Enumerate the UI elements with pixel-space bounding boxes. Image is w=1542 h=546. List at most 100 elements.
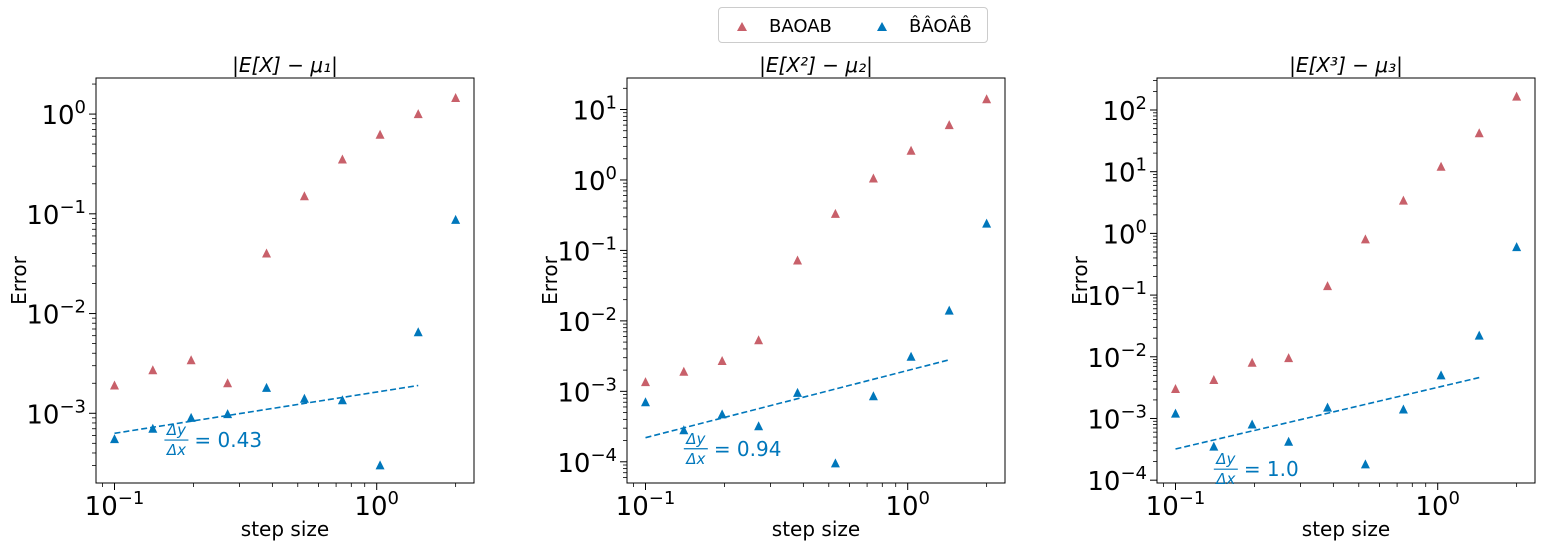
y-tick-label: 10−3 <box>1087 401 1147 435</box>
baoab-point <box>1171 384 1180 393</box>
baoab-point <box>754 335 763 344</box>
y-tick-label: 10−2 <box>26 297 86 331</box>
hat-point <box>869 391 878 400</box>
fit-line <box>646 360 950 438</box>
hat-point <box>1323 403 1332 412</box>
plot-frame <box>627 78 1005 483</box>
baoab-point <box>262 249 271 258</box>
plot-frame <box>1157 78 1535 483</box>
slope-numerator: Δy <box>166 421 187 439</box>
hat-point <box>982 219 991 228</box>
x-axis-label: step size <box>241 517 329 541</box>
baoab-point <box>1399 196 1408 205</box>
y-tick-label: 10−2 <box>1087 340 1147 374</box>
hat-point <box>1512 242 1521 251</box>
x-tick-label: 100 <box>354 488 399 522</box>
chart-title: |E[X²] − μ₂| <box>759 53 873 77</box>
slope-numerator: Δy <box>685 430 706 448</box>
y-tick-label: 100 <box>572 163 617 197</box>
x-axis-label: step size <box>772 517 860 541</box>
hat-point <box>187 413 196 422</box>
legend-item-hat: B̂ÂOÂB̂ <box>877 8 972 44</box>
baoab-point <box>300 191 309 200</box>
baoab-point <box>148 365 157 374</box>
hat-point <box>1248 419 1257 428</box>
legend-label-baoab: BAOAB <box>769 16 832 37</box>
baoab-point <box>1248 358 1257 367</box>
legend-marker-baoab <box>737 22 747 31</box>
fit-line <box>1176 378 1480 449</box>
slope-denominator: Δx <box>1215 470 1235 488</box>
y-tick-label: 101 <box>572 93 617 127</box>
baoab-point <box>1284 353 1293 362</box>
hat-point <box>1475 331 1484 340</box>
baoab-point <box>110 380 119 389</box>
baoab-point <box>1209 375 1218 384</box>
chart-title: |E[X] − μ₁| <box>232 53 338 77</box>
baoab-point <box>451 93 460 102</box>
hat-point <box>907 352 916 361</box>
y-tick-label: 10−3 <box>557 374 617 408</box>
y-tick-label: 10−1 <box>557 233 617 267</box>
hat-point <box>262 383 271 392</box>
hat-point <box>754 421 763 430</box>
y-tick-label: 10−1 <box>1087 278 1147 312</box>
baoab-point <box>223 378 232 387</box>
legend-marker-hat <box>877 22 887 31</box>
plot-frame <box>96 78 474 483</box>
slope-numerator: Δy <box>1215 450 1236 468</box>
hat-point <box>223 409 232 418</box>
baoab-point <box>907 146 916 155</box>
hat-point <box>414 327 423 336</box>
baoab-point <box>869 173 878 182</box>
hat-point <box>793 388 802 397</box>
hat-point <box>451 215 460 224</box>
baoab-point <box>187 355 196 364</box>
fit-line <box>115 385 419 433</box>
baoab-point <box>1323 281 1332 290</box>
hat-point <box>1171 409 1180 418</box>
x-tick-label: 100 <box>885 488 930 522</box>
baoab-point <box>831 209 840 218</box>
baoab-point <box>1512 92 1521 101</box>
hat-point <box>1399 404 1408 413</box>
x-tick-label: 10−1 <box>85 488 145 522</box>
hat-point <box>831 458 840 467</box>
hat-point <box>300 394 309 403</box>
slope-denominator: Δx <box>166 441 186 459</box>
x-axis-label: step size <box>1302 517 1390 541</box>
baoab-point <box>945 120 954 129</box>
chart-title: |E[X³] − μ₃| <box>1289 53 1403 77</box>
legend: BAOAB B̂ÂOÂB̂ <box>718 7 988 43</box>
baoab-point <box>793 255 802 264</box>
hat-point <box>945 306 954 315</box>
y-tick-label: 10−4 <box>1087 463 1147 497</box>
baoab-point <box>679 367 688 376</box>
y-tick-label: 101 <box>1102 155 1147 189</box>
x-tick-label: 10−1 <box>1146 488 1206 522</box>
hat-point <box>718 409 727 418</box>
y-tick-label: 102 <box>1102 93 1147 127</box>
slope-value: = 0.43 <box>194 428 262 452</box>
hat-point <box>1284 437 1293 446</box>
hat-point <box>641 397 650 406</box>
legend-item-baoab: BAOAB <box>737 8 832 44</box>
baoab-point <box>641 377 650 386</box>
hat-point <box>1361 459 1370 468</box>
baoab-point <box>1437 162 1446 171</box>
baoab-point <box>718 356 727 365</box>
x-tick-label: 100 <box>1415 488 1460 522</box>
baoab-point <box>414 109 423 118</box>
legend-label-hat: B̂ÂOÂB̂ <box>909 16 972 37</box>
y-tick-label: 100 <box>41 97 86 131</box>
baoab-point <box>982 94 991 103</box>
baoab-point <box>376 130 385 139</box>
y-tick-label: 10−4 <box>557 445 617 479</box>
baoab-point <box>1361 234 1370 243</box>
hat-point <box>376 460 385 469</box>
panel-1: |E[X] − μ₁| step size Error 10−1 100 10−3 10−2… <box>7 53 474 541</box>
hat-point <box>338 395 347 404</box>
y-tick-label: 10−2 <box>557 304 617 338</box>
y-tick-label: 10−3 <box>26 396 86 430</box>
